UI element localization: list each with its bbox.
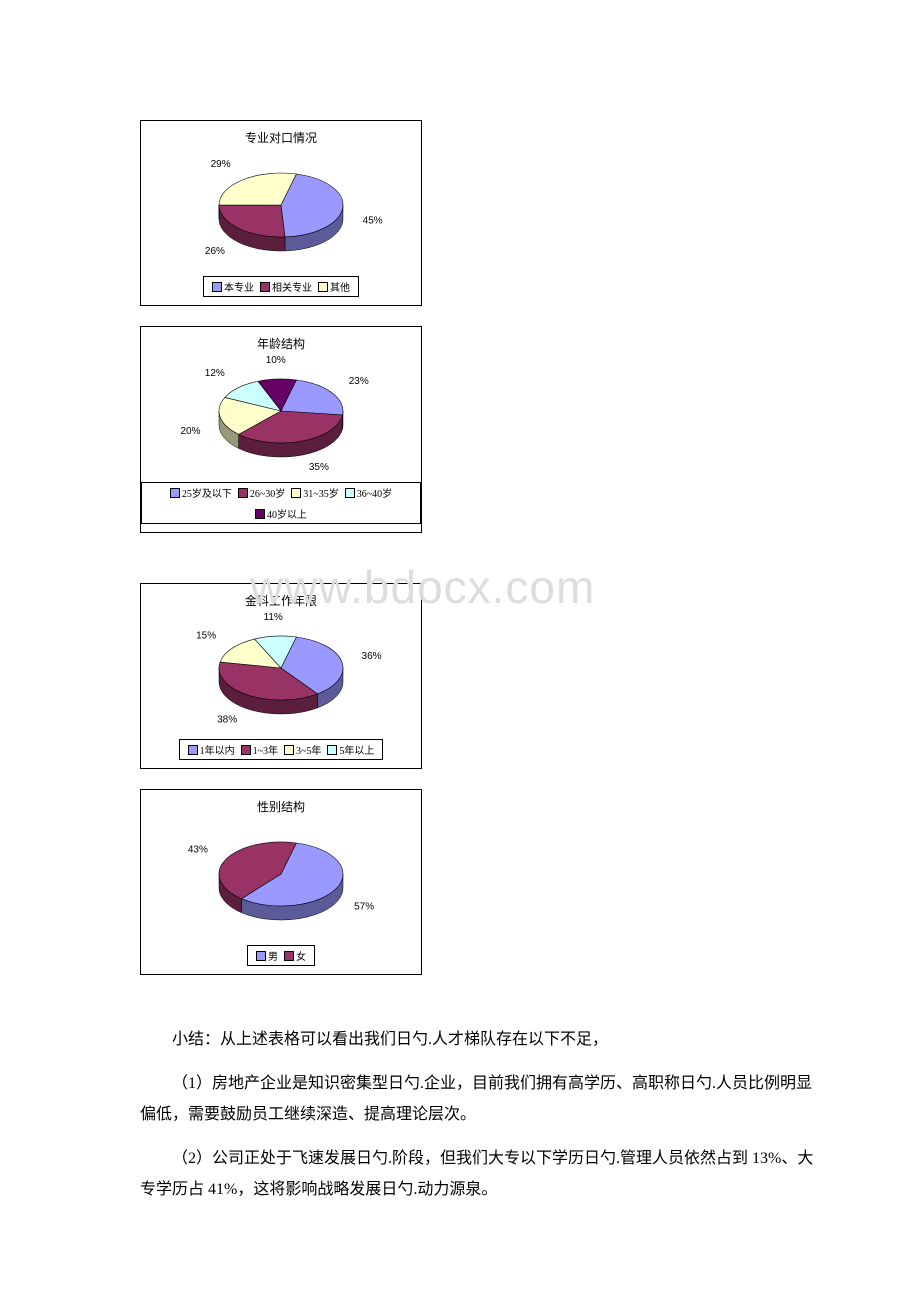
pie-3d: 45% 26% 29%: [141, 150, 421, 270]
legend-swatch: [291, 488, 301, 498]
summary-point-1: （1）房地产企业是知识密集型日勺.企业，目前我们拥有高学历、高职称日勺.人员比例…: [140, 1069, 820, 1130]
svg-text:29%: 29%: [211, 159, 231, 170]
legend-label: 男: [268, 948, 278, 963]
chart-legend: 男女: [247, 945, 315, 966]
legend-item: 5年以上: [327, 742, 374, 757]
legend-swatch: [327, 745, 337, 755]
legend-swatch: [284, 745, 294, 755]
legend-label: 相关专业: [272, 279, 312, 294]
legend-label: 女: [296, 948, 306, 963]
legend-swatch: [188, 745, 198, 755]
svg-text:45%: 45%: [363, 215, 383, 226]
legend-label: 其他: [330, 279, 350, 294]
legend-swatch: [255, 509, 265, 519]
chart-age-structure: 年龄结构 23% 35% 20% 12% 10% 25岁及以下 26~30岁 31~35岁 3…: [140, 326, 422, 533]
chart-gender: 性别结构 57%43% 男女: [140, 789, 422, 975]
legend-item: 1~3年: [241, 742, 278, 757]
legend-item: 40岁以上: [255, 506, 307, 521]
legend-label: 3~5年: [296, 742, 321, 757]
legend-item: 相关专业: [260, 279, 312, 294]
legend-swatch: [212, 282, 222, 292]
svg-text:11%: 11%: [264, 612, 283, 623]
legend-label: 1~3年: [253, 742, 278, 757]
svg-text:10%: 10%: [266, 355, 286, 366]
svg-text:35%: 35%: [309, 462, 329, 473]
legend-item: 男: [256, 948, 278, 963]
svg-text:57%: 57%: [354, 902, 374, 913]
chart-title: 性别结构: [141, 798, 421, 815]
chart-tenure: 金科工作年限 36% 38% 15% 11% 1年以内 1~3年 3~5年 5年以上: [140, 583, 422, 769]
pie-3d: 23% 35% 20% 12% 10%: [141, 356, 421, 476]
legend-swatch: [256, 951, 266, 961]
legend-swatch: [284, 951, 294, 961]
legend-swatch: [318, 282, 328, 292]
chart-legend: 1年以内 1~3年 3~5年 5年以上: [179, 739, 384, 760]
legend-item: 本专业: [212, 279, 254, 294]
legend-swatch: [260, 282, 270, 292]
legend-item: 36~40岁: [345, 485, 392, 500]
legend-swatch: [238, 488, 248, 498]
chart-legend: 本专业 相关专业 其他: [203, 276, 359, 297]
legend-item: 25岁及以下: [170, 485, 232, 500]
legend-label: 36~40岁: [357, 485, 392, 500]
svg-text:36%: 36%: [362, 651, 382, 662]
svg-text:20%: 20%: [180, 426, 200, 437]
legend-label: 40岁以上: [267, 506, 307, 521]
legend-label: 5年以上: [339, 742, 374, 757]
chart-legend: 25岁及以下 26~30岁 31~35岁 36~40岁 40岁以上: [141, 482, 421, 524]
legend-item: 26~30岁: [238, 485, 285, 500]
pie-3d: 36% 38% 15% 11%: [141, 613, 421, 733]
legend-label: 31~35岁: [303, 485, 338, 500]
svg-text:26%: 26%: [205, 246, 225, 257]
svg-text:43%: 43%: [188, 844, 208, 855]
legend-label: 25岁及以下: [182, 485, 232, 500]
svg-text:23%: 23%: [349, 376, 369, 387]
legend-label: 26~30岁: [250, 485, 285, 500]
svg-text:15%: 15%: [196, 631, 216, 642]
chart-title: 金科工作年限: [141, 592, 421, 609]
document-page: www.bdocx.com 专业对口情况 45%26%29% 本专业相关专业其他…: [0, 0, 920, 1299]
legend-item: 3~5年: [284, 742, 321, 757]
legend-item: 其他: [318, 279, 350, 294]
chart-major-match: 专业对口情况 45% 26% 29% 本专业 相关专业 其他: [140, 120, 422, 306]
legend-item: 女: [284, 948, 306, 963]
svg-text:12%: 12%: [205, 368, 225, 379]
summary-intro: 小结：从上述表格可以看出我们日勺.人才梯队存在以下不足，: [140, 1025, 820, 1055]
chart-title: 年龄结构: [141, 335, 421, 352]
pie-3d: 57% 43%: [141, 819, 421, 939]
legend-item: 31~35岁: [291, 485, 338, 500]
legend-swatch: [170, 488, 180, 498]
legend-swatch: [345, 488, 355, 498]
svg-text:38%: 38%: [217, 715, 237, 726]
legend-label: 本专业: [224, 279, 254, 294]
summary-point-2: （2）公司正处于飞速发展日勺.阶段，但我们大专以下学历日勺.管理人员依然占到 1…: [140, 1144, 820, 1205]
legend-swatch: [241, 745, 251, 755]
chart-title: 专业对口情况: [141, 129, 421, 146]
legend-item: 1年以内: [188, 742, 235, 757]
legend-label: 1年以内: [200, 742, 235, 757]
